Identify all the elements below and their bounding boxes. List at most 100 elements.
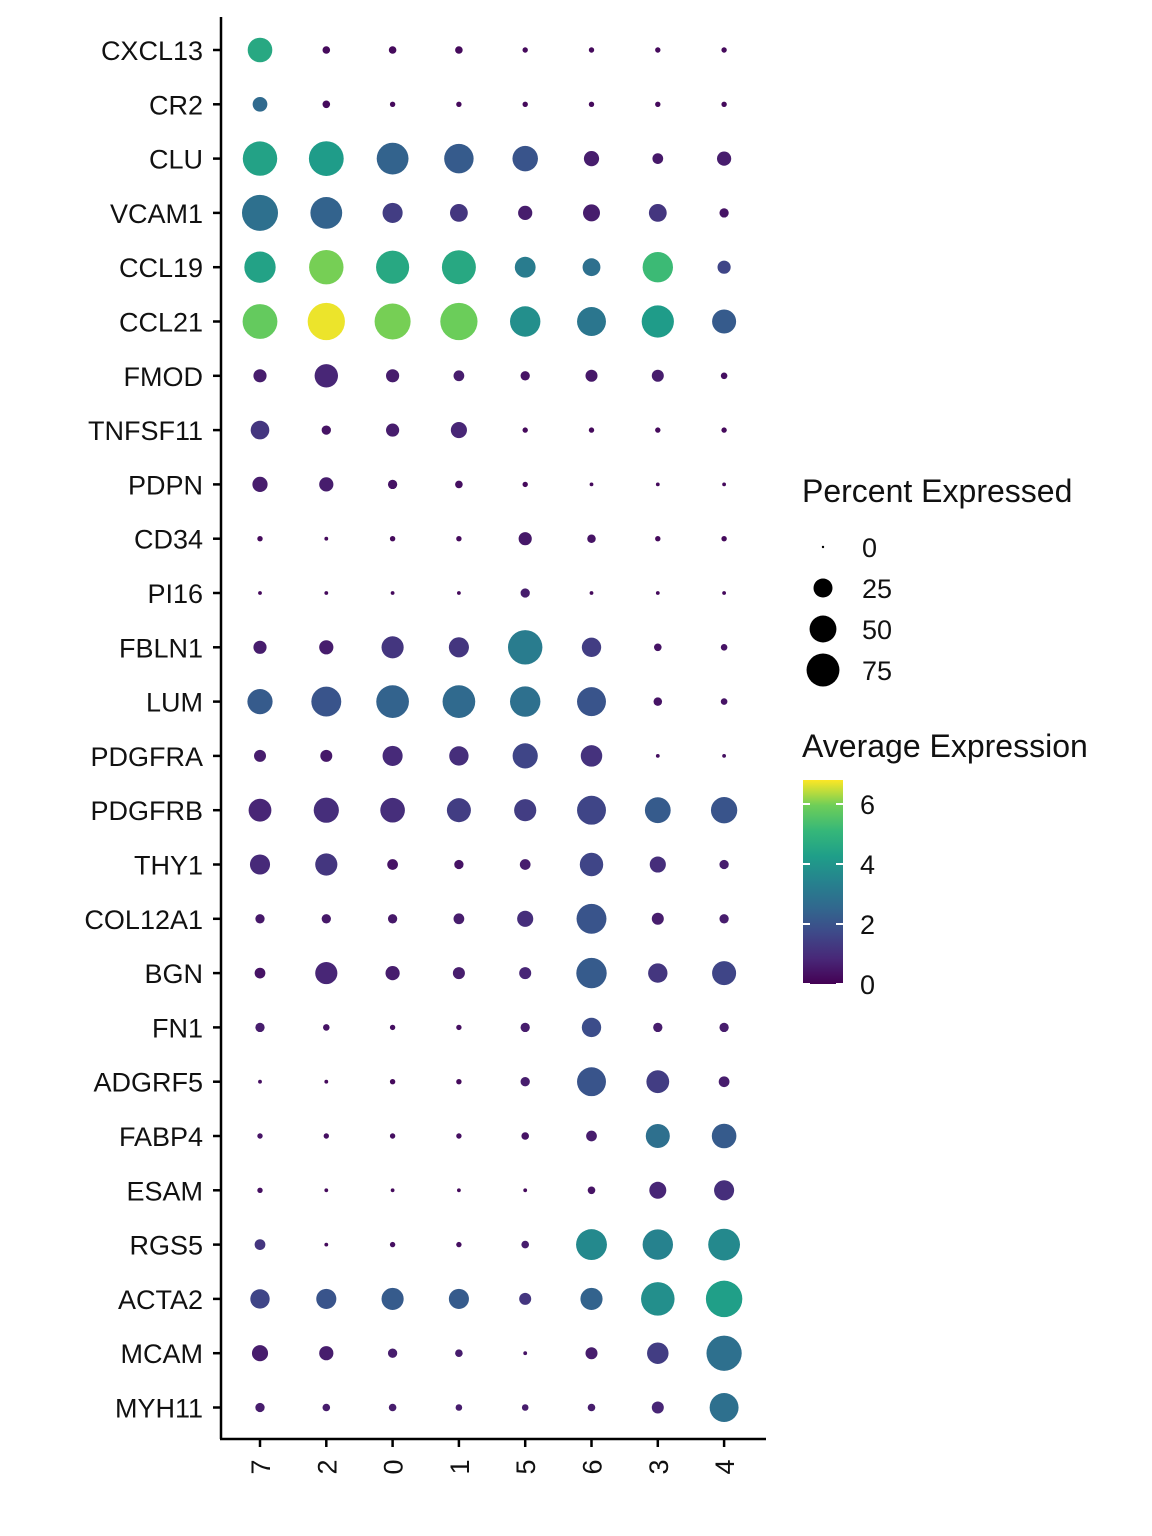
dot-ccl19-cluster-7: [244, 251, 276, 283]
y-tick-label: ADGRF5: [93, 1068, 203, 1098]
dot-mcam-cluster-5: [523, 1351, 528, 1356]
dot-tnfsf11-cluster-6: [588, 427, 595, 433]
dot-myh11-cluster-7: [255, 1402, 265, 1413]
dot-pdgfrb-cluster-4: [710, 797, 738, 824]
dot-ccl21-cluster-4: [712, 309, 737, 334]
dot-pdgfrb-cluster-5: [514, 799, 537, 822]
dot-clu-cluster-5: [512, 145, 538, 172]
color-legend-label: 2: [860, 910, 875, 940]
dot-pdgfrb-cluster-2: [313, 797, 339, 823]
dot-pdpn-cluster-2: [319, 477, 334, 492]
dot-fn1-cluster-1: [456, 1024, 462, 1031]
dot-thy1-cluster-1: [454, 859, 464, 870]
dot-pi16-cluster-2: [324, 591, 329, 595]
y-tick-label: FMOD: [124, 362, 203, 392]
dot-bgn-cluster-4: [712, 961, 737, 986]
y-tick-label: MCAM: [121, 1339, 204, 1369]
dot-myh11-cluster-2: [322, 1403, 331, 1412]
dot-pdpn-cluster-7: [252, 476, 268, 492]
dot-esam-cluster-0: [390, 1188, 395, 1193]
y-tick-label: FABP4: [119, 1122, 203, 1152]
dot-fabp4-cluster-0: [389, 1133, 396, 1139]
dot-cr2-cluster-4: [721, 101, 727, 107]
dot-pdgfra-cluster-5: [512, 743, 538, 769]
size-legend-label: 0: [862, 533, 877, 563]
dot-rgs5-cluster-6: [576, 1229, 607, 1261]
dot-cd34-cluster-6: [587, 534, 596, 543]
dot-clu-cluster-6: [583, 151, 600, 167]
dot-mcam-cluster-4: [706, 1335, 742, 1371]
dot-fn1-cluster-6: [581, 1017, 602, 1038]
dot-pdgfrb-cluster-0: [380, 797, 405, 823]
dot-esam-cluster-3: [649, 1181, 667, 1199]
dot-acta2-cluster-7: [250, 1289, 270, 1309]
x-axis-ticks: 7 2 0 1 5 6 3 4: [246, 1439, 740, 1475]
dot-clu-cluster-3: [652, 153, 664, 164]
x-tick-label: 7: [246, 1459, 276, 1474]
dot-adgrf5-cluster-0: [389, 1079, 396, 1085]
dot-pdpn-cluster-3: [655, 482, 660, 487]
dot-cxcl13-cluster-4: [721, 47, 727, 53]
dot-ccl19-cluster-4: [717, 260, 731, 274]
dot-cr2-cluster-6: [588, 101, 595, 107]
y-tick-label: THY1: [134, 851, 203, 881]
dot-clu-cluster-2: [308, 141, 344, 177]
dot-pdgfra-cluster-7: [253, 749, 267, 762]
dot-pdgfrb-cluster-3: [644, 797, 671, 824]
dot-tnfsf11-cluster-2: [321, 425, 331, 435]
size-legend-label: 75: [862, 656, 892, 686]
y-tick-label: CR2: [149, 90, 203, 120]
dot-cd34-cluster-3: [655, 536, 661, 542]
dot-col12a1-cluster-3: [651, 912, 664, 925]
dot-pi16-cluster-0: [390, 591, 395, 595]
dot-bgn-cluster-6: [576, 957, 607, 989]
y-axis-ticks: CXCL13 CR2 CLU VCAM1 CCL19 CCL21 FMOD TNFSF11 PD…: [84, 36, 221, 1424]
dot-fn1-cluster-3: [653, 1022, 663, 1033]
dot-myh11-cluster-4: [709, 1393, 739, 1422]
color-legend-title: Average Expression: [802, 728, 1088, 764]
dot-pi16-cluster-1: [457, 591, 461, 595]
dot-pi16-cluster-4: [722, 591, 726, 595]
dot-fmod-cluster-5: [520, 371, 530, 381]
dot-vcam1-cluster-4: [719, 208, 729, 218]
dot-fbln1-cluster-4: [720, 644, 728, 651]
dot-fn1-cluster-5: [520, 1022, 530, 1033]
y-tick-label: PDGFRA: [90, 742, 203, 772]
dot-fbln1-cluster-6: [581, 637, 602, 657]
dot-adgrf5-cluster-4: [718, 1076, 730, 1088]
dot-pdpn-cluster-0: [387, 479, 398, 490]
dot-fmod-cluster-3: [651, 369, 664, 382]
dot-fmod-cluster-6: [585, 369, 598, 382]
dot-col12a1-cluster-2: [321, 914, 331, 924]
dot-fmod-cluster-2: [314, 364, 339, 388]
dot-vcam1-cluster-1: [449, 203, 468, 222]
dot-pdgfrb-cluster-1: [446, 798, 471, 823]
dot-esam-cluster-1: [457, 1188, 461, 1193]
dot-acta2-cluster-5: [519, 1292, 532, 1305]
x-tick-label: 5: [511, 1459, 541, 1474]
dot-pdgfrb-cluster-6: [577, 795, 606, 825]
dot-fmod-cluster-1: [453, 370, 465, 382]
dot-mcam-cluster-0: [387, 1348, 398, 1358]
dot-lum-cluster-5: [510, 686, 541, 717]
y-tick-label: RGS5: [129, 1231, 203, 1261]
dot-bgn-cluster-0: [385, 965, 400, 981]
dot-myh11-cluster-1: [455, 1404, 463, 1411]
dot-ccl19-cluster-6: [582, 258, 601, 277]
dot-adgrf5-cluster-7: [258, 1079, 262, 1084]
dot-col12a1-cluster-5: [517, 910, 534, 927]
dot-fabp4-cluster-4: [711, 1123, 737, 1149]
color-legend: Average Expression 0 2 4 6: [802, 728, 1088, 1000]
dot-cr2-cluster-5: [522, 101, 528, 107]
dot-fn1-cluster-0: [389, 1024, 396, 1031]
dot-pdgfra-cluster-6: [580, 745, 603, 767]
dot-rgs5-cluster-0: [389, 1241, 396, 1248]
dot-acta2-cluster-3: [641, 1282, 675, 1316]
dot-acta2-cluster-1: [448, 1288, 469, 1309]
dot-thy1-cluster-4: [719, 859, 729, 870]
dot-pi16-cluster-3: [655, 591, 660, 595]
dot-cr2-cluster-7: [252, 96, 268, 112]
dot-cr2-cluster-0: [389, 101, 396, 107]
dot-ccl21-cluster-0: [374, 303, 411, 340]
